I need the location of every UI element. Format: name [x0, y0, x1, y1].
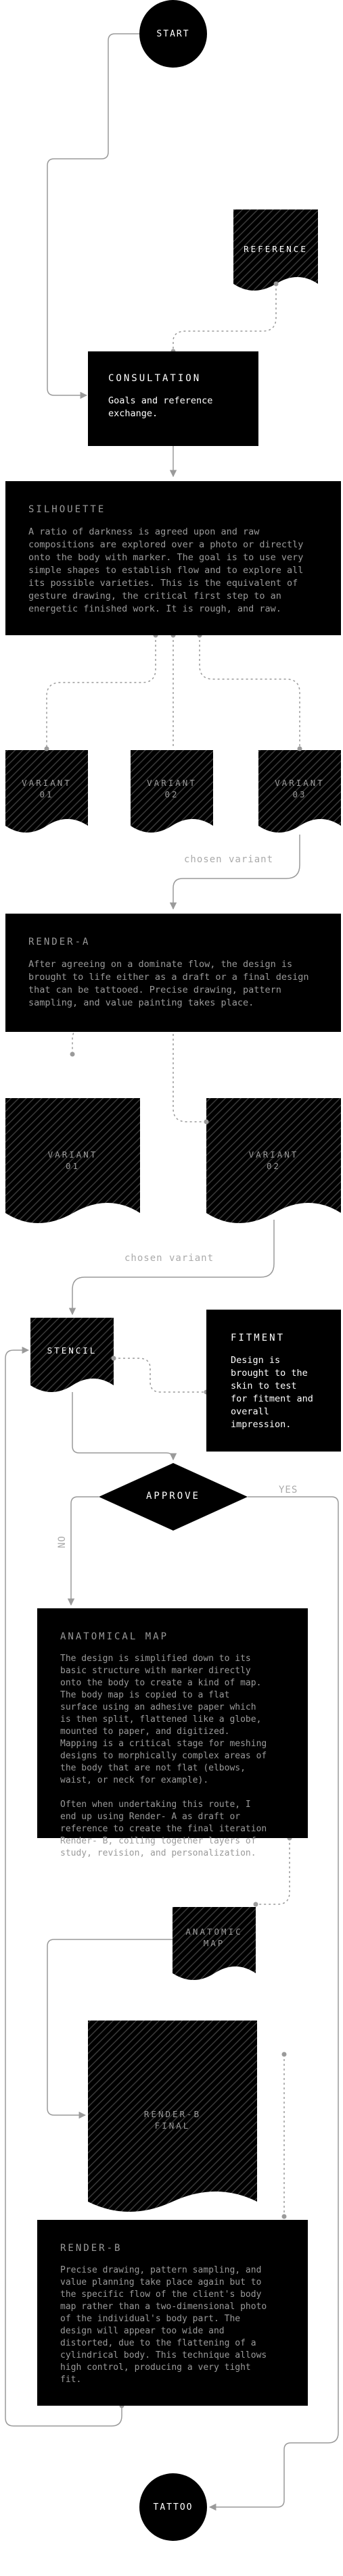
- variant-a3-doc-shape: [258, 750, 341, 833]
- edge-approve-no: [67, 1496, 99, 1606]
- dotted-silhouette-variant-a3: [199, 635, 300, 749]
- variant-b1-label: VARIANT 01: [47, 1149, 98, 1171]
- render-b-body: Precise drawing, pattern sampling, and v…: [60, 2265, 267, 2385]
- stencil-label: STENCIL: [47, 1345, 97, 1356]
- yes-label: YES: [276, 1485, 301, 1495]
- edge-start-consultation: [47, 33, 139, 399]
- render-a-node: RENDER-A After agreeing on a dominate fl…: [5, 914, 341, 1032]
- variant-a3-label: VARIANT 03: [275, 778, 325, 799]
- dotted-render-a-variant-b2: [173, 987, 206, 1122]
- edge-stencil-approve: [72, 1392, 177, 1461]
- reference-label: REFERENCE: [244, 244, 308, 254]
- variant-b2-doc-shape: [206, 1098, 341, 1223]
- edge-anatomic-map-render-b-final: [47, 1939, 173, 2119]
- dotted-render-a-variant-b1: [72, 987, 160, 1054]
- silhouette-body: A ratio of darkness is agreed upon and r…: [28, 526, 304, 614]
- anatomic-map-node: ANATOMIC MAP: [173, 1926, 256, 1953]
- render-b-title: RENDER-B: [60, 2243, 122, 2254]
- variant-a2-label: VARIANT 02: [147, 778, 197, 799]
- dotted-silhouette-variant-a1: [46, 635, 156, 749]
- anatomic-map-label: ANATOMIC MAP: [185, 1927, 243, 1948]
- fitment-body: Design is brought to the skin to test fo…: [231, 1355, 313, 1430]
- consultation-node: CONSULTATION Goals and reference exchang…: [88, 351, 258, 446]
- render-b-final-node: RENDER-B FINAL: [88, 2108, 257, 2135]
- tattoo-label: TATTOO: [153, 2502, 193, 2512]
- variant-a2-node: VARIANT 02: [131, 777, 213, 804]
- anatomical-map-node: ANATOMICAL MAP The design is simplified …: [37, 1608, 308, 1858]
- render-b-final-label: RENDER-B FINAL: [143, 2109, 202, 2131]
- variant-a1-node: VARIANT 01: [5, 777, 88, 804]
- render-b-node: RENDER-B Precise drawing, pattern sampli…: [37, 2220, 308, 2406]
- variant-b2-label: VARIANT 02: [248, 1149, 299, 1171]
- consultation-title: CONSULTATION: [108, 373, 202, 384]
- edge-variant-b2-stencil: [68, 1220, 275, 1316]
- variant-a1-label: VARIANT 01: [22, 778, 72, 799]
- no-label: NO: [57, 1533, 68, 1551]
- tattoo-node: TATTOO: [139, 2473, 207, 2541]
- variant-b1-node: VARIANT 01: [5, 1149, 140, 1176]
- variant-a3-node: VARIANT 03: [258, 777, 341, 804]
- consultation-body: Goals and reference exchange.: [108, 395, 213, 419]
- edge-variant-a3-render-a: [169, 835, 300, 910]
- fitment-node: FITMENT Design is brought to the skin to…: [206, 1310, 341, 1452]
- start-label: START: [156, 28, 190, 39]
- chosen-variant-label-2: chosen variant: [122, 1253, 217, 1264]
- render-a-body: After agreeing on a dominate flow, the d…: [28, 959, 309, 1008]
- edge-approve-yes: [208, 1496, 339, 2511]
- render-a-title: RENDER-A: [28, 937, 91, 947]
- variant-a1-doc-shape: [5, 750, 88, 833]
- start-node: START: [139, 0, 207, 68]
- variant-a2-doc-shape: [131, 750, 213, 833]
- stencil-node: STENCIL: [30, 1345, 114, 1358]
- chosen-variant-label-1: chosen variant: [181, 854, 277, 865]
- dotted-reference-consultation: [173, 284, 277, 351]
- edge-render-b-stencil: [5, 1346, 122, 2427]
- stencil-doc-shape: [30, 1318, 114, 1392]
- fitment-title: FITMENT: [231, 1333, 285, 1343]
- reference-doc-shape: [233, 209, 318, 291]
- anatomical-map-body: The design is simplified down to its bas…: [60, 1654, 267, 1858]
- silhouette-node: SILHOUETTE A ratio of darkness is agreed…: [5, 481, 341, 635]
- approve-label: APPROVE: [145, 1491, 200, 1502]
- render-b-final-doc-shape: [88, 2021, 257, 2212]
- dotted-stencil-fitment: [114, 1358, 206, 1393]
- reference-node: REFERENCE: [233, 243, 318, 257]
- anatomic-map-doc-shape: [173, 1907, 256, 1980]
- variant-b2-node: VARIANT 02: [206, 1149, 341, 1176]
- silhouette-title: SILHOUETTE: [28, 504, 106, 515]
- approve-diamond-shape: [99, 1463, 248, 1531]
- variant-b1-doc-shape: [5, 1098, 140, 1223]
- anatomical-map-title: ANATOMICAL MAP: [60, 1631, 169, 1642]
